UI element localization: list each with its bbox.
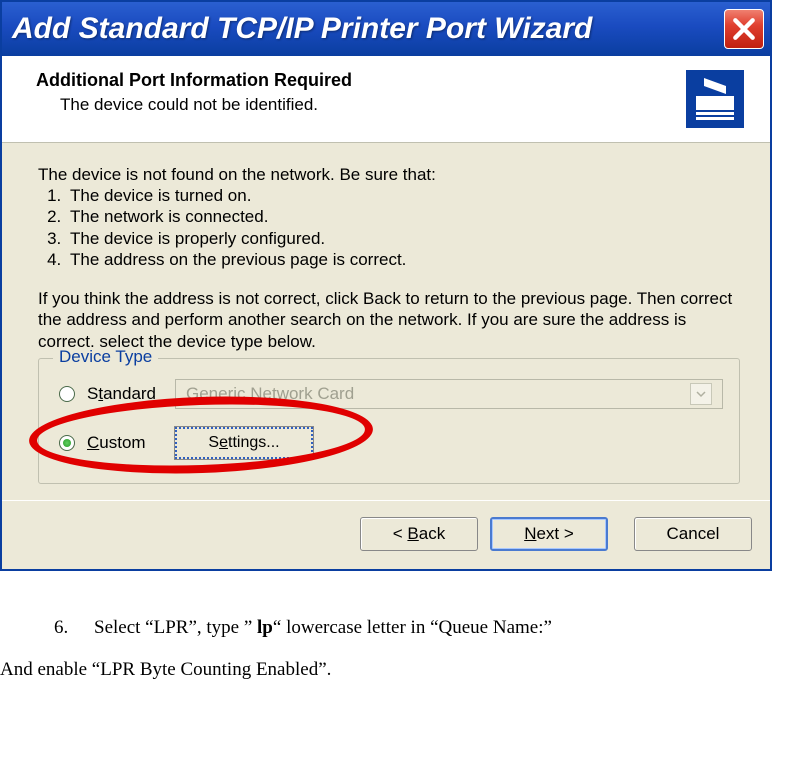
group-legend: Device Type [53,347,158,367]
wizard-window: Add Standard TCP/IP Printer Port Wizard … [0,0,772,571]
header-band: Additional Port Information Required The… [2,56,770,143]
standard-radio[interactable] [59,386,75,402]
instruction-text: 6. Select “LPR”, type ” lp“ lowercase le… [0,571,787,681]
advice-text: If you think the address is not correct,… [38,288,740,352]
custom-label[interactable]: Custom [87,433,163,453]
window-title: Add Standard TCP/IP Printer Port Wizard [12,12,724,46]
reason-item: The device is properly configured. [66,228,740,249]
settings-button[interactable]: Settings... [175,427,313,459]
chevron-down-icon [690,383,712,405]
step-6: 6. Select “LPR”, type ” lp“ lowercase le… [54,617,787,639]
close-icon [731,16,757,42]
step-number: 6. [54,617,76,639]
reason-item: The address on the previous page is corr… [66,249,740,270]
step-text: Select “LPR”, type ” lp“ lowercase lette… [94,617,552,639]
reason-item: The network is connected. [66,206,740,227]
intro-text: The device is not found on the network. … [38,165,740,185]
standard-label[interactable]: Standard [87,384,163,404]
standard-row: Standard Generic Network Card [59,379,723,409]
step-extra-line: And enable “LPR Byte Counting Enabled”. [0,659,787,681]
device-combo: Generic Network Card [175,379,723,409]
reason-item: The device is turned on. [66,185,740,206]
titlebar: Add Standard TCP/IP Printer Port Wizard [2,2,770,56]
cancel-button[interactable]: Cancel [634,517,752,551]
wizard-body: The device is not found on the network. … [2,143,770,500]
back-button[interactable]: < Back [360,517,478,551]
close-button[interactable] [724,9,764,49]
button-bar: < Back Next > Cancel [2,500,770,569]
printer-icon [686,70,744,128]
combo-value: Generic Network Card [186,384,354,404]
header-subtitle: The device could not be identified. [60,95,686,115]
device-type-group: Device Type Standard Generic Network Car… [38,358,740,484]
next-button[interactable]: Next > [490,517,608,551]
header-title: Additional Port Information Required [36,70,686,91]
custom-radio[interactable] [59,435,75,451]
reasons-list: The device is turned on. The network is … [38,185,740,270]
custom-row: Custom Settings... [59,427,723,459]
